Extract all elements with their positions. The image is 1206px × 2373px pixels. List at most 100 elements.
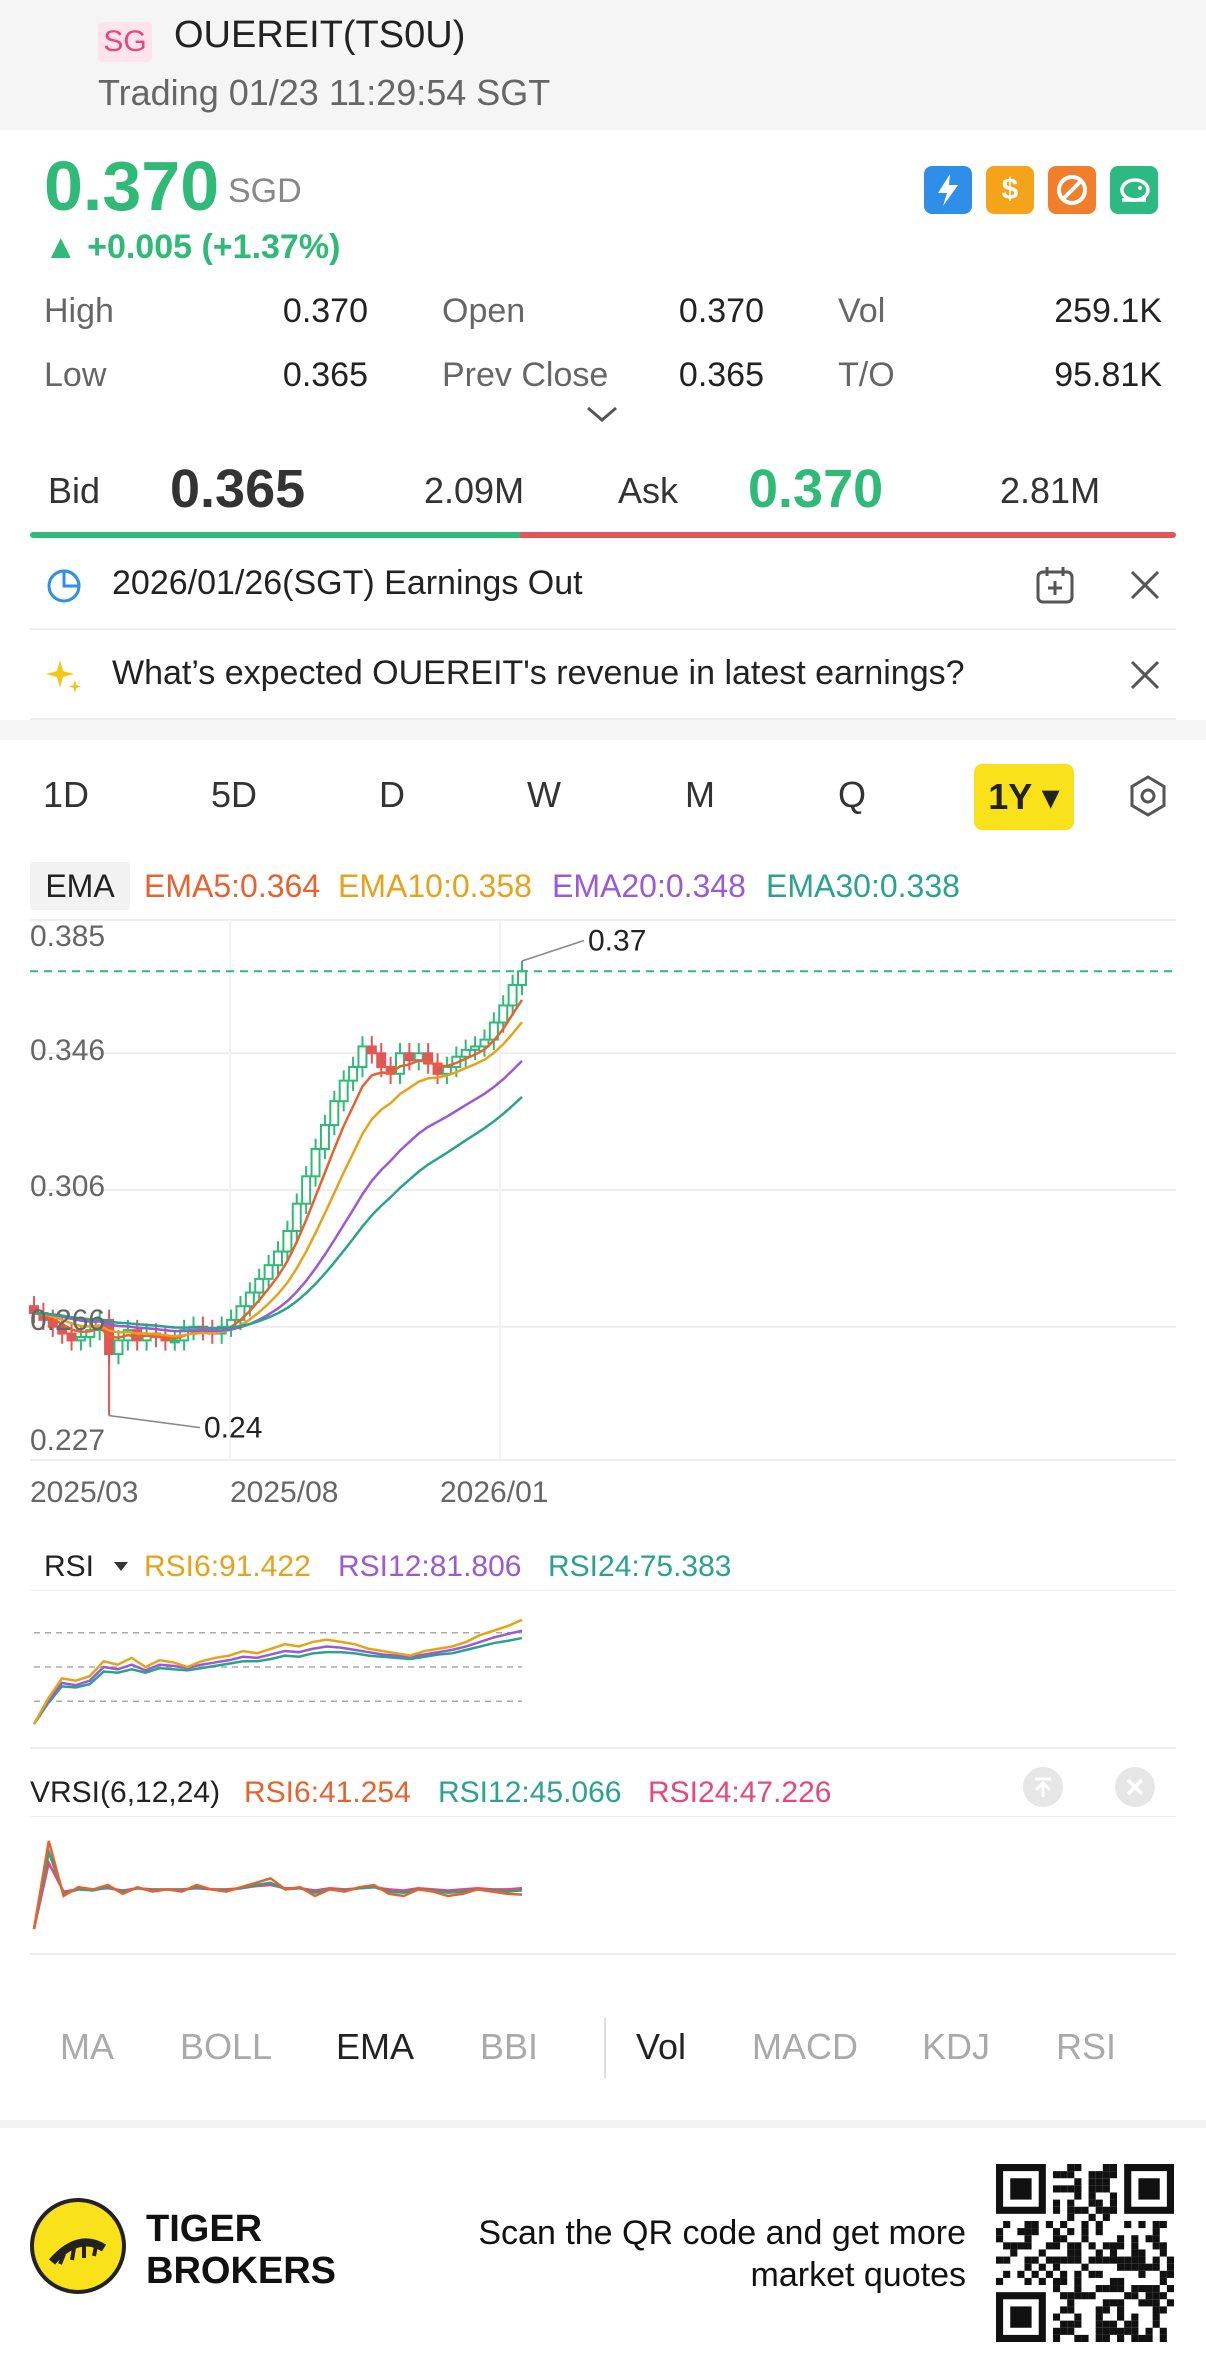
qr-module (1159, 2249, 1167, 2257)
qr-module (1138, 2263, 1146, 2271)
period-tab-m[interactable]: M (685, 774, 715, 815)
qr-module (1124, 2263, 1132, 2271)
candle (498, 1004, 509, 1024)
qr-module (1124, 2320, 1132, 2328)
candle (460, 1048, 471, 1058)
qr-module (1052, 2277, 1061, 2286)
indicator-selector[interactable]: EMA (30, 862, 130, 910)
qr-module (1095, 2313, 1103, 2321)
qr-module (1109, 2192, 1118, 2200)
y-tick: 0.385 (30, 920, 106, 953)
caret-down-icon[interactable] (112, 1560, 130, 1574)
close-icon[interactable] (1114, 1766, 1156, 1808)
qr-module (1031, 2270, 1039, 2278)
qr-module (1060, 2320, 1068, 2328)
qr-module (1088, 2256, 1096, 2264)
vrsi-label: VRSI(6,12,24) (30, 1776, 221, 1809)
qr-module (1081, 2228, 1089, 2236)
candle (507, 983, 518, 1007)
qr-module (1067, 2164, 1075, 2172)
candle (470, 1045, 481, 1051)
qr-module (1052, 2263, 1061, 2271)
qr-module (1152, 2299, 1160, 2307)
qr-module (1052, 2235, 1061, 2243)
rsi-selector[interactable]: RSI (44, 1550, 95, 1583)
qr-module (1117, 2299, 1125, 2307)
period-tab-d[interactable]: D (379, 774, 405, 815)
period-tab-q[interactable]: Q (837, 774, 866, 815)
qr-module (1088, 2171, 1096, 2179)
ask-volume: 2.81M (1000, 470, 1101, 511)
qr-module (1131, 2235, 1139, 2243)
lightning-icon[interactable] (924, 166, 972, 214)
ai-question-text: What’s expected OUEREIT's revenue in lat… (112, 654, 965, 692)
qr-module (1102, 2334, 1110, 2342)
qr-module (1067, 2256, 1075, 2264)
period-tab-5d[interactable]: 5D (210, 774, 258, 815)
close-icon[interactable] (1128, 658, 1162, 692)
tab-boll[interactable]: BOLL (180, 2026, 273, 2067)
qr-module (1117, 2263, 1125, 2271)
tab-ema[interactable]: EMA (336, 2026, 415, 2067)
trading-status: Trading 01/23 11:29:54 SGT (98, 72, 551, 113)
period-tab-1y[interactable]: 1Y ▾ (974, 764, 1074, 830)
qr-module (1152, 2263, 1160, 2271)
qr-module (1081, 2235, 1089, 2243)
qr-module (1024, 2235, 1032, 2243)
qr-module (1003, 2270, 1011, 2278)
ai-question-notice[interactable]: What’s expected OUEREIT's revenue in lat… (30, 632, 1176, 720)
add-calendar-icon[interactable] (1034, 564, 1076, 606)
qr-module (1024, 2256, 1032, 2264)
dollar-icon[interactable]: $ (986, 166, 1034, 214)
close-icon[interactable] (1128, 568, 1162, 602)
earnings-notice[interactable]: 2026/01/26(SGT) Earnings Out (30, 542, 1176, 630)
qr-module (1109, 2171, 1118, 2179)
qr-module (1109, 2256, 1118, 2264)
vrsi-chart[interactable] (0, 1816, 1206, 1956)
vol-value: 259.1K (1054, 292, 1162, 330)
bid-volume: 2.09M (424, 470, 525, 511)
qr-module (1109, 2249, 1118, 2257)
tab-vol[interactable]: Vol (636, 2026, 687, 2067)
qr-module (1102, 2206, 1110, 2214)
ema30-value: EMA30:0.338 (766, 868, 960, 904)
qr-module (1138, 2334, 1146, 2342)
qr-module (1067, 2292, 1075, 2300)
qr-module (1138, 2249, 1146, 2257)
qr-module (1038, 2263, 1046, 2271)
no-fee-icon[interactable] (1048, 166, 1096, 214)
chevron-down-icon[interactable] (584, 402, 620, 426)
qr-module (1152, 2242, 1160, 2250)
chart-settings-icon[interactable] (1126, 774, 1170, 818)
qr-module (1095, 2285, 1103, 2293)
tab-divider (604, 2018, 606, 2078)
qr-module (1060, 2256, 1068, 2264)
tiger-logo-icon (30, 2198, 126, 2294)
qr-module (1109, 2299, 1118, 2307)
tab-ma[interactable]: MA (60, 2026, 114, 2067)
qr-module (1159, 2277, 1167, 2286)
tab-rsi[interactable]: RSI (1056, 2026, 1117, 2067)
piggy-icon[interactable] (1110, 166, 1158, 214)
qr-module (1060, 2220, 1068, 2229)
pin-top-icon[interactable] (1022, 1766, 1064, 1808)
qr-module (1166, 2299, 1174, 2307)
annotation-leader (521, 939, 585, 962)
bid-label: Bid (48, 470, 101, 511)
qr-module (1117, 2242, 1125, 2250)
qr-module (1131, 2285, 1139, 2293)
qr-module (1095, 2199, 1103, 2207)
qr-module (1067, 2327, 1075, 2335)
tab-bbi[interactable]: BBI (480, 2026, 539, 2067)
period-tab-w[interactable]: W (527, 774, 561, 815)
rsi-chart[interactable] (0, 1590, 1206, 1750)
qr-module (1159, 2220, 1167, 2229)
qr-module (1117, 2313, 1125, 2321)
qr-module (1145, 2263, 1153, 2271)
price-chart[interactable]: 0.37 0.24 (0, 912, 1206, 1472)
bid-ratio-bar (30, 532, 520, 538)
tab-kdj[interactable]: KDJ (922, 2026, 991, 2067)
qr-module (1052, 2228, 1061, 2236)
period-tab-1d[interactable]: 1D (42, 774, 90, 815)
tab-macd[interactable]: MACD (752, 2026, 858, 2067)
